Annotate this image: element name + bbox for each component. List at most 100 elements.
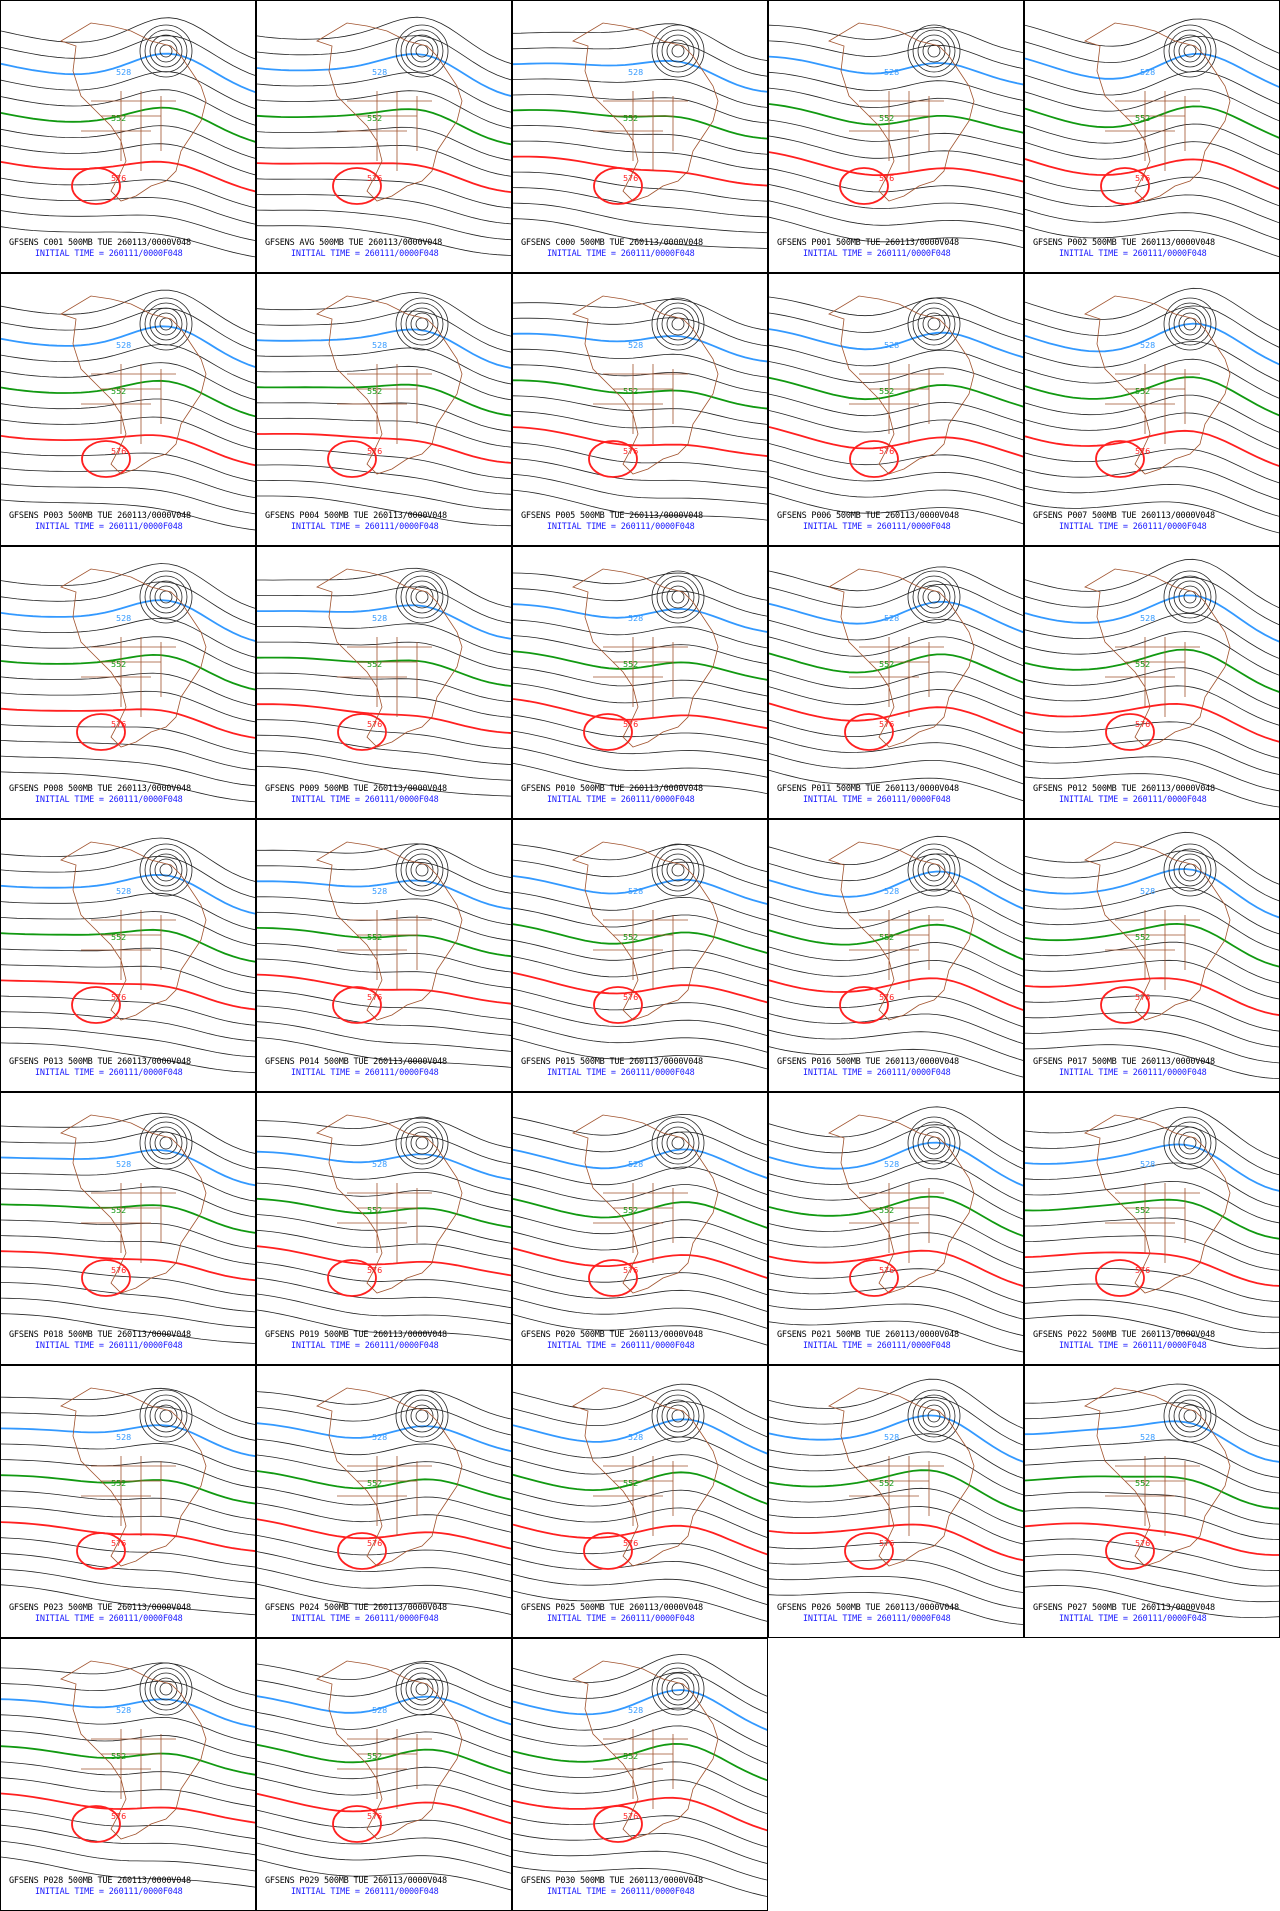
coastline	[1084, 295, 1231, 475]
contour	[257, 1182, 511, 1212]
low-contour	[1168, 848, 1212, 892]
contour	[769, 1469, 1023, 1513]
low-contour	[661, 34, 695, 68]
contour-label: 528	[884, 614, 899, 623]
contour	[769, 1160, 1023, 1203]
map-panel: 528 552 576 GFSENS P010 500MB TUE 260113/00…	[512, 546, 768, 819]
contour	[257, 1551, 511, 1582]
contour	[769, 669, 1023, 700]
contour	[769, 1232, 1023, 1270]
low-contour	[656, 1121, 700, 1165]
coastline	[828, 22, 975, 202]
contour	[513, 1574, 767, 1606]
contour	[513, 730, 767, 762]
map: 528 552 576	[1025, 831, 1279, 1080]
low-contour	[1163, 1389, 1217, 1443]
low-contour	[400, 1667, 444, 1711]
contour	[257, 1470, 511, 1501]
contour	[1, 1313, 255, 1344]
map: 528 552 576	[1, 1387, 255, 1616]
panel-title: GFSENS P009 500MB TUE 260113/0000V048	[265, 784, 447, 794]
low-contour	[656, 575, 700, 619]
contour	[1025, 1028, 1279, 1064]
contour	[769, 719, 1023, 751]
contour	[1, 226, 255, 258]
contour-label: 552	[623, 387, 638, 396]
coastline	[316, 1387, 463, 1567]
contour	[513, 202, 767, 234]
initial-time: INITIAL TIME = 260111/0000F048	[803, 1614, 951, 1624]
panel-title: GFSENS P003 500MB TUE 260113/0000V048	[9, 511, 191, 521]
ridge-loop	[332, 1805, 382, 1843]
contour	[257, 328, 511, 369]
contour-label: 576	[111, 1266, 126, 1275]
contour-label: 552	[623, 933, 638, 942]
contour-label: 576	[111, 1812, 126, 1821]
contour	[1, 434, 255, 467]
contour-label: 528	[628, 614, 643, 623]
contour	[1, 1761, 255, 1791]
panel-title: GFSENS P019 500MB TUE 260113/0000V048	[265, 1330, 447, 1340]
contour-label: 552	[623, 1752, 638, 1761]
contour	[1025, 905, 1279, 951]
contour	[513, 1005, 767, 1036]
ridge-loop	[71, 986, 121, 1024]
low-contour	[159, 863, 173, 877]
contour	[513, 1418, 767, 1455]
contour	[769, 410, 1023, 441]
initial-time: INITIAL TIME = 260111/0000F048	[547, 1614, 695, 1624]
contour	[513, 1833, 767, 1864]
contour-label: 552	[623, 660, 638, 669]
contour-label: 576	[879, 720, 894, 729]
contour	[513, 1671, 767, 1714]
contour	[1, 1112, 255, 1154]
contour-label: 576	[623, 993, 638, 1002]
contour	[1, 379, 255, 418]
low-contour	[139, 297, 193, 351]
contour	[1025, 1217, 1279, 1255]
contour	[1, 837, 255, 882]
panel-title: GFSENS P027 500MB TUE 260113/0000V048	[1033, 1603, 1215, 1613]
low-contour	[671, 590, 685, 604]
contour	[257, 896, 511, 926]
contour	[1025, 850, 1279, 902]
contour	[513, 1021, 767, 1053]
contour	[257, 911, 511, 941]
map-panel: 528 552 576 GFSENS P019 500MB TUE 260113/00…	[256, 1092, 512, 1365]
coastline	[60, 1114, 207, 1294]
contour	[1, 210, 255, 241]
contour	[1025, 756, 1279, 792]
low-contour	[1178, 1404, 1202, 1428]
low-contour	[666, 1131, 690, 1155]
contour-label: 576	[367, 447, 382, 456]
low-contour	[415, 1409, 429, 1423]
contour	[769, 906, 1023, 943]
contour	[257, 1389, 511, 1420]
contour	[257, 365, 511, 401]
contour	[513, 1489, 767, 1522]
contour-label: 528	[372, 1160, 387, 1169]
contour	[769, 1046, 1023, 1078]
contour	[257, 1229, 511, 1260]
map: 528 552 576	[1025, 1383, 1279, 1618]
contour-label: 552	[111, 1479, 126, 1488]
low-contour	[139, 1389, 193, 1443]
initial-time: INITIAL TIME = 260111/0000F048	[1059, 249, 1207, 259]
contour	[1025, 576, 1279, 626]
contour	[513, 1779, 767, 1815]
low-contour	[917, 34, 951, 68]
coastline	[1084, 22, 1231, 202]
map-panel: 528 552 576 GFSENS P012 500MB TUE 260113/00…	[1024, 546, 1280, 819]
contour-label: 528	[372, 614, 387, 623]
contour-label: 552	[1135, 1479, 1150, 1488]
map: 528 552 576	[1, 289, 255, 531]
low-contour	[139, 843, 193, 897]
contour-label: 576	[367, 1812, 382, 1821]
low-contour	[154, 39, 178, 63]
map: 528 552 576	[1025, 18, 1279, 258]
contour	[1025, 88, 1279, 122]
contour	[257, 1712, 511, 1742]
low-contour	[1173, 1126, 1207, 1160]
coastline	[316, 1660, 463, 1840]
contour	[769, 1303, 1023, 1336]
